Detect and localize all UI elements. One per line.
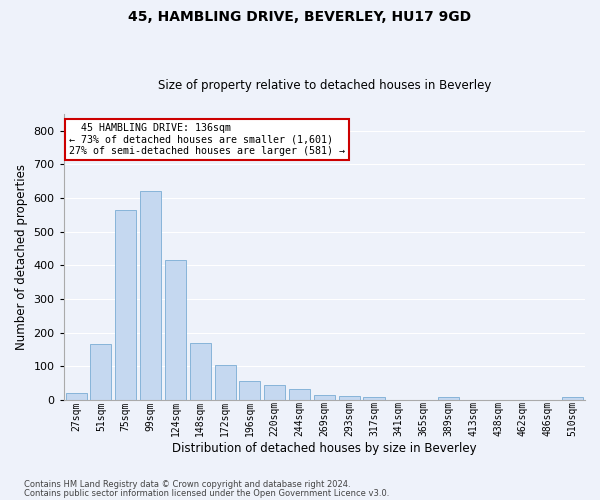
Bar: [165, 260, 186, 400]
X-axis label: Distribution of detached houses by size in Beverley: Distribution of detached houses by size …: [172, 442, 476, 455]
Bar: [438, 398, 459, 400]
Bar: [364, 397, 385, 400]
Text: 45 HAMBLING DRIVE: 136sqm
← 73% of detached houses are smaller (1,601)
27% of se: 45 HAMBLING DRIVE: 136sqm ← 73% of detac…: [69, 122, 345, 156]
Text: Contains public sector information licensed under the Open Government Licence v3: Contains public sector information licen…: [24, 489, 389, 498]
Bar: [239, 380, 260, 400]
Bar: [215, 364, 236, 400]
Bar: [140, 192, 161, 400]
Y-axis label: Number of detached properties: Number of detached properties: [15, 164, 28, 350]
Bar: [264, 386, 285, 400]
Bar: [338, 396, 360, 400]
Bar: [289, 389, 310, 400]
Bar: [91, 344, 112, 400]
Bar: [314, 395, 335, 400]
Text: 45, HAMBLING DRIVE, BEVERLEY, HU17 9GD: 45, HAMBLING DRIVE, BEVERLEY, HU17 9GD: [128, 10, 472, 24]
Text: Contains HM Land Registry data © Crown copyright and database right 2024.: Contains HM Land Registry data © Crown c…: [24, 480, 350, 489]
Bar: [190, 342, 211, 400]
Bar: [562, 398, 583, 400]
Title: Size of property relative to detached houses in Beverley: Size of property relative to detached ho…: [158, 79, 491, 92]
Bar: [65, 393, 86, 400]
Bar: [115, 210, 136, 400]
